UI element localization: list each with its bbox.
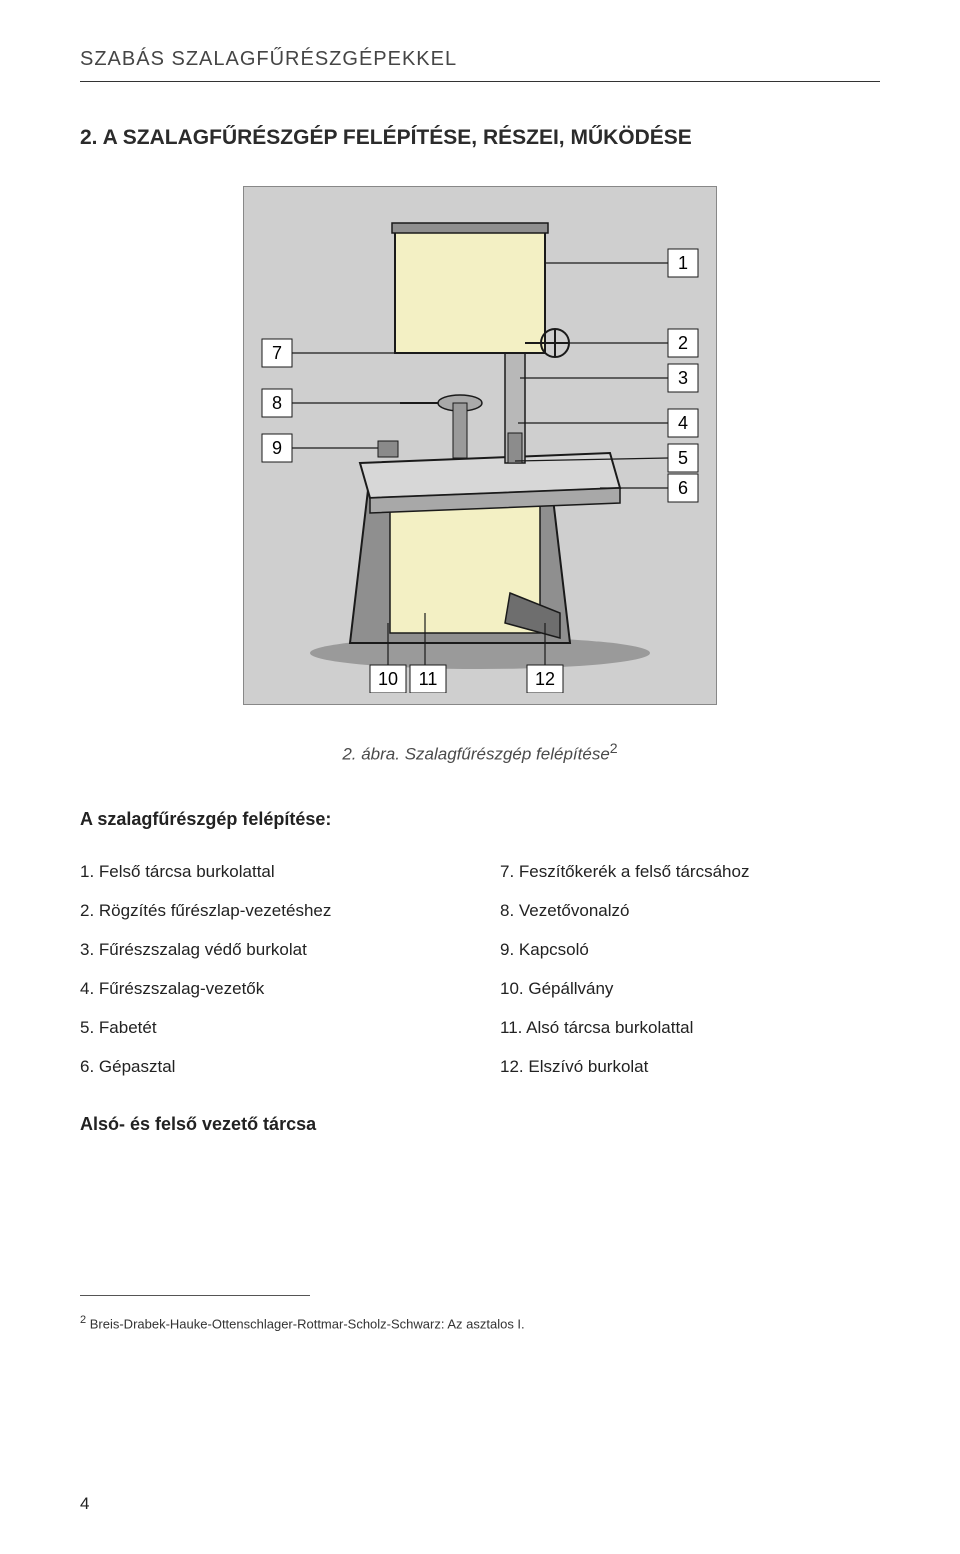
labels-left: 7 8 9 xyxy=(262,339,292,462)
running-header: SZABÁS SZALAGFŰRÉSZGÉPEKKEL xyxy=(80,48,880,82)
part-item: 12. Elszívó burkolat xyxy=(500,1047,880,1086)
label-1: 1 xyxy=(678,253,688,273)
bandsaw-diagram: 1 2 3 4 5 6 7 8 xyxy=(250,193,710,693)
subsection-heading: Alsó- és felső vezető tárcsa xyxy=(80,1114,880,1135)
part-item: 11. Alsó tárcsa burkolattal xyxy=(500,1008,880,1047)
footnote: 2 Breis-Drabek-Hauke-Ottenschlager-Rottm… xyxy=(80,1314,880,1331)
caption-footnote-mark: 2 xyxy=(610,741,618,757)
parts-columns: 1. Felső tárcsa burkolattal 2. Rögzítés … xyxy=(80,852,880,1087)
machine-upper-body xyxy=(392,223,548,353)
part-item: 1. Felső tárcsa burkolattal xyxy=(80,852,460,891)
label-6: 6 xyxy=(678,478,688,498)
running-title: SZABÁS SZALAGFŰRÉSZGÉPEKKEL xyxy=(80,48,880,71)
part-item: 6. Gépasztal xyxy=(80,1047,460,1086)
label-8: 8 xyxy=(272,393,282,413)
page-number: 4 xyxy=(80,1494,89,1514)
label-12: 12 xyxy=(535,669,555,689)
part-item: 8. Vezetővonalzó xyxy=(500,891,880,930)
label-9: 9 xyxy=(272,438,282,458)
label-11: 11 xyxy=(419,669,438,689)
label-10: 10 xyxy=(378,669,398,689)
footnote-text: Breis-Drabek-Hauke-Ottenschlager-Rottmar… xyxy=(86,1317,525,1332)
part-item: 5. Fabetét xyxy=(80,1008,460,1047)
footnote-rule xyxy=(80,1295,310,1296)
label-2: 2 xyxy=(678,333,688,353)
machine-table xyxy=(360,453,620,513)
label-4: 4 xyxy=(678,413,688,433)
switch-box xyxy=(378,441,398,457)
parts-left-column: 1. Felső tárcsa burkolattal 2. Rögzítés … xyxy=(80,852,460,1087)
parts-right-column: 7. Feszítőkerék a felső tárcsához 8. Vez… xyxy=(500,852,880,1087)
label-7: 7 xyxy=(272,343,282,363)
figure-caption: 2. ábra. Szalagfűrészgép felépítése2 xyxy=(80,741,880,765)
label-5: 5 xyxy=(678,448,688,468)
parts-heading: A szalagfűrészgép felépítése: xyxy=(80,809,880,830)
label-3: 3 xyxy=(678,368,688,388)
figure-container: 1 2 3 4 5 6 7 8 xyxy=(80,186,880,705)
part-item: 3. Fűrészszalag védő burkolat xyxy=(80,930,460,969)
part-item: 4. Fűrészszalag-vezetők xyxy=(80,969,460,1008)
caption-text: 2. ábra. Szalagfűrészgép felépítése xyxy=(342,745,609,764)
part-item: 7. Feszítőkerék a felső tárcsához xyxy=(500,852,880,891)
part-item: 9. Kapcsoló xyxy=(500,930,880,969)
section-title: 2. A SZALAGFŰRÉSZGÉP FELÉPÍTÉSE, RÉSZEI,… xyxy=(80,126,880,150)
part-item: 2. Rögzítés fűrészlap-vezetéshez xyxy=(80,891,460,930)
part-item: 10. Gépállvány xyxy=(500,969,880,1008)
figure-box: 1 2 3 4 5 6 7 8 xyxy=(243,186,717,705)
